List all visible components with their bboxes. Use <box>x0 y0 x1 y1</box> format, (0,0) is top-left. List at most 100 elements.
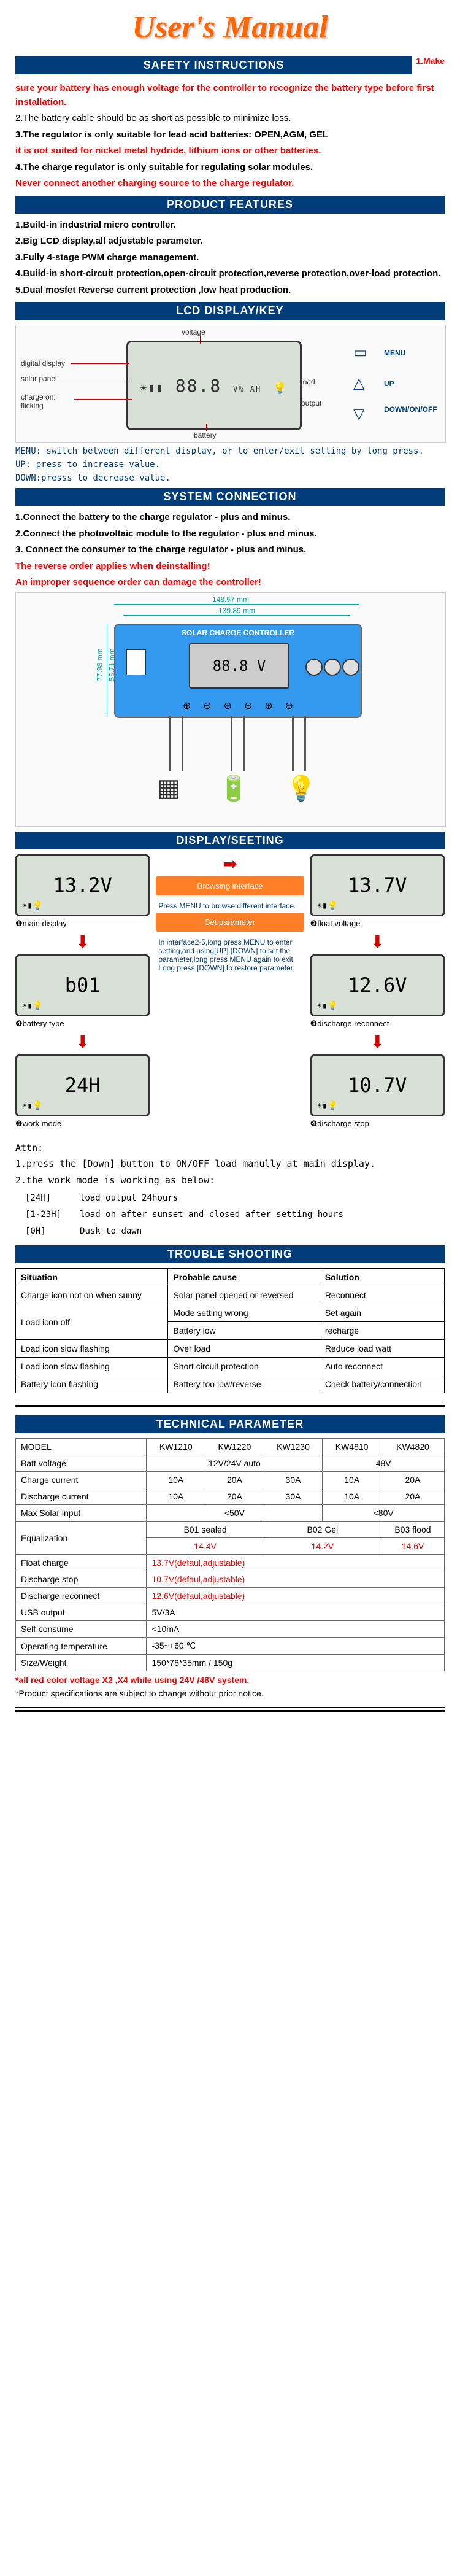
sysconn-2: 2.Connect the photovoltaic module to the… <box>15 527 445 541</box>
trouble-table: Situation Probable cause Solution Charge… <box>15 1268 445 1393</box>
lbl-load: load <box>301 377 315 386</box>
th-cause: Probable cause <box>168 1269 320 1286</box>
controller-screen: 88.8 V <box>189 643 289 689</box>
divider <box>15 1707 445 1712</box>
ctrl-menu-button <box>305 659 323 676</box>
lbl-output: output <box>301 399 321 408</box>
cap-batt: ❹battery type <box>15 1019 150 1029</box>
safety-line4: 4.The charge regulator is only suitable … <box>15 161 445 175</box>
safety-line3b: it is not suited for nickel metal hydrid… <box>15 144 445 158</box>
lbl-solar: solar panel <box>21 374 57 383</box>
lbl-voltage: voltage <box>182 328 205 336</box>
sysconn-1: 1.Connect the battery to the charge regu… <box>15 511 445 525</box>
cap-dstop: ❹discharge stop <box>310 1119 445 1129</box>
sysconn-3: 3. Connect the consumer to the charge re… <box>15 543 445 557</box>
th-situation: Situation <box>16 1269 168 1286</box>
cap-main: ❶main display <box>15 919 150 929</box>
terminal-icon: ⊖ <box>285 700 293 712</box>
lbl-digital: digital display <box>21 359 65 368</box>
safety-line4b: Never connect another charging source to… <box>15 177 445 191</box>
browsing-box: Browsing interface <box>156 876 304 895</box>
safety-line1: sure your battery has enough voltage for… <box>15 82 445 109</box>
arrow-right-icon: ➡ <box>156 856 304 873</box>
feature-5: 5.Dual mosfet Reverse current protection… <box>15 284 445 298</box>
menu-lbl: MENU <box>384 349 405 357</box>
up-lbl: UP <box>384 379 394 388</box>
feature-4: 4.Build-in short-circuit protection,open… <box>15 267 445 281</box>
dim-w2: 139.89 mm <box>218 606 255 615</box>
menu-icon: ▭ <box>353 344 367 362</box>
lcd-value: 88.8 <box>175 376 221 396</box>
menu-explain: MENU: switch between different display, … <box>15 446 445 456</box>
cap-work: ❺work mode <box>15 1119 150 1129</box>
dim-h1: 77.98 mm <box>96 648 104 681</box>
lcd-dstop: 10.7V☀▮💡 <box>310 1054 445 1116</box>
terminal-icon: ⊖ <box>244 700 252 712</box>
lcd-float: 13.7V☀▮💡 <box>310 854 445 916</box>
section-tech: TECHNICAL PARAMETER <box>15 1415 445 1433</box>
divider <box>15 1402 445 1407</box>
down-lbl: DOWN/ON/OFF <box>384 405 433 414</box>
page-title: User's Manual <box>15 9 445 45</box>
tech-table: MODEL KW1210KW1220KW1230 KW4810KW4820 Ba… <box>15 1438 445 1671</box>
tech-footnote-1: *all red color voltage X2 ,X4 while usin… <box>15 1675 445 1685</box>
attn-2: 2.the work mode is working as below: <box>15 1174 445 1188</box>
terminal-icon: ⊕ <box>183 700 191 712</box>
ctrl-down-button <box>342 659 359 676</box>
up-icon: △ <box>353 374 364 392</box>
feature-2: 2.Big LCD display,all adjustable paramet… <box>15 234 445 249</box>
section-features: PRODUCT FEATURES <box>15 196 445 214</box>
down-explain: DOWN:presss to decrease value. <box>15 473 445 483</box>
work-modes-table: [24H]load output 24hours [1-23H]load on … <box>15 1189 353 1240</box>
section-sysconn: SYSTEM CONNECTION <box>15 488 445 506</box>
bulb-icon: 💡 <box>286 774 316 803</box>
section-lcd: LCD DISPLAY/KEY <box>15 302 445 320</box>
arrow-down-icon: ⬇ <box>310 934 445 951</box>
lbl-charge: charge on: flicking <box>21 393 76 410</box>
terminal-icon: ⊖ <box>203 700 211 712</box>
cap-float: ❷float voltage <box>310 919 445 929</box>
sysconn-warn2: An improper sequence order can damage th… <box>15 576 445 590</box>
section-trouble: TROUBLE SHOOTING <box>15 1245 445 1263</box>
terminal-icon: ⊕ <box>224 700 232 712</box>
setparam-desc: In interface2-5,long press MENU to enter… <box>156 935 304 975</box>
safety-line2: 2.The battery cable should be as short a… <box>15 112 445 126</box>
tech-footnote-2: *Product specifications are subject to c… <box>15 1688 445 1698</box>
table-row: Battery icon flashingBattery too low/rev… <box>16 1375 445 1393</box>
attn-1: 1.press the [Down] button to ON/OFF load… <box>15 1157 445 1171</box>
lcd-recon: 12.6V☀▮💡 <box>310 954 445 1016</box>
cap-recon: ❸discharge reconnect <box>310 1019 445 1029</box>
arrow-down-icon: ⬇ <box>310 1034 445 1051</box>
up-explain: UP: press to increase value. <box>15 460 445 470</box>
lcd-diagram: ☀▮▮ 88.8 V% AH 💡 voltage digital display… <box>15 325 446 443</box>
display-grid: 13.2V☀▮💡 ❶main display ⬇ b01☀▮💡 ❹battery… <box>15 854 445 1134</box>
table-row: Load icon offMode setting wrongSet again <box>16 1304 445 1322</box>
safety-leadin: 1.Make <box>416 52 445 70</box>
browsing-desc: Press MENU to browse different interface… <box>156 899 304 913</box>
usb-port-icon <box>126 649 146 675</box>
controller-title: SOLAR CHARGE CONTROLLER <box>115 629 361 637</box>
table-row: Load icon slow flashing Short circuit pr… <box>16 1358 445 1375</box>
feature-1: 1.Build-in industrial micro controller. <box>15 219 445 233</box>
down-icon: ▽ <box>353 405 364 423</box>
battery-icon: 🔋 <box>218 774 249 803</box>
arrow-down-icon: ⬇ <box>15 1034 150 1051</box>
th-solution: Solution <box>320 1269 444 1286</box>
system-diagram: 148.57 mm 139.89 mm 77.98 mm 55.71 mm SO… <box>15 592 446 827</box>
arrow-down-icon: ⬇ <box>15 934 150 951</box>
section-display: DISPLAY/SEETING <box>15 832 445 849</box>
dim-w1: 148.57 mm <box>212 595 249 604</box>
lcd-work: 24H☀▮💡 <box>15 1054 150 1116</box>
lcd-body: ☀▮▮ 88.8 V% AH 💡 <box>126 341 302 430</box>
solar-panel-icon: ▦ <box>157 774 180 802</box>
ctrl-up-button <box>324 659 341 676</box>
lcd-unit: V% AH <box>233 385 261 393</box>
lcd-main: 13.2V☀▮💡 <box>15 854 150 916</box>
attn-title: Attn: <box>15 1141 445 1155</box>
section-safety: SAFETY INSTRUCTIONS <box>15 56 412 74</box>
sysconn-warn1: The reverse order applies when deinstall… <box>15 560 445 574</box>
table-row: Charge icon not on when sunnySolar panel… <box>16 1286 445 1304</box>
safety-line3a: 3.The regulator is only suitable for lea… <box>15 128 445 142</box>
controller: SOLAR CHARGE CONTROLLER 88.8 V ⊕ ⊖ ⊕ ⊖ ⊕ ⊖ <box>114 624 362 718</box>
terminal-icon: ⊕ <box>264 700 272 712</box>
